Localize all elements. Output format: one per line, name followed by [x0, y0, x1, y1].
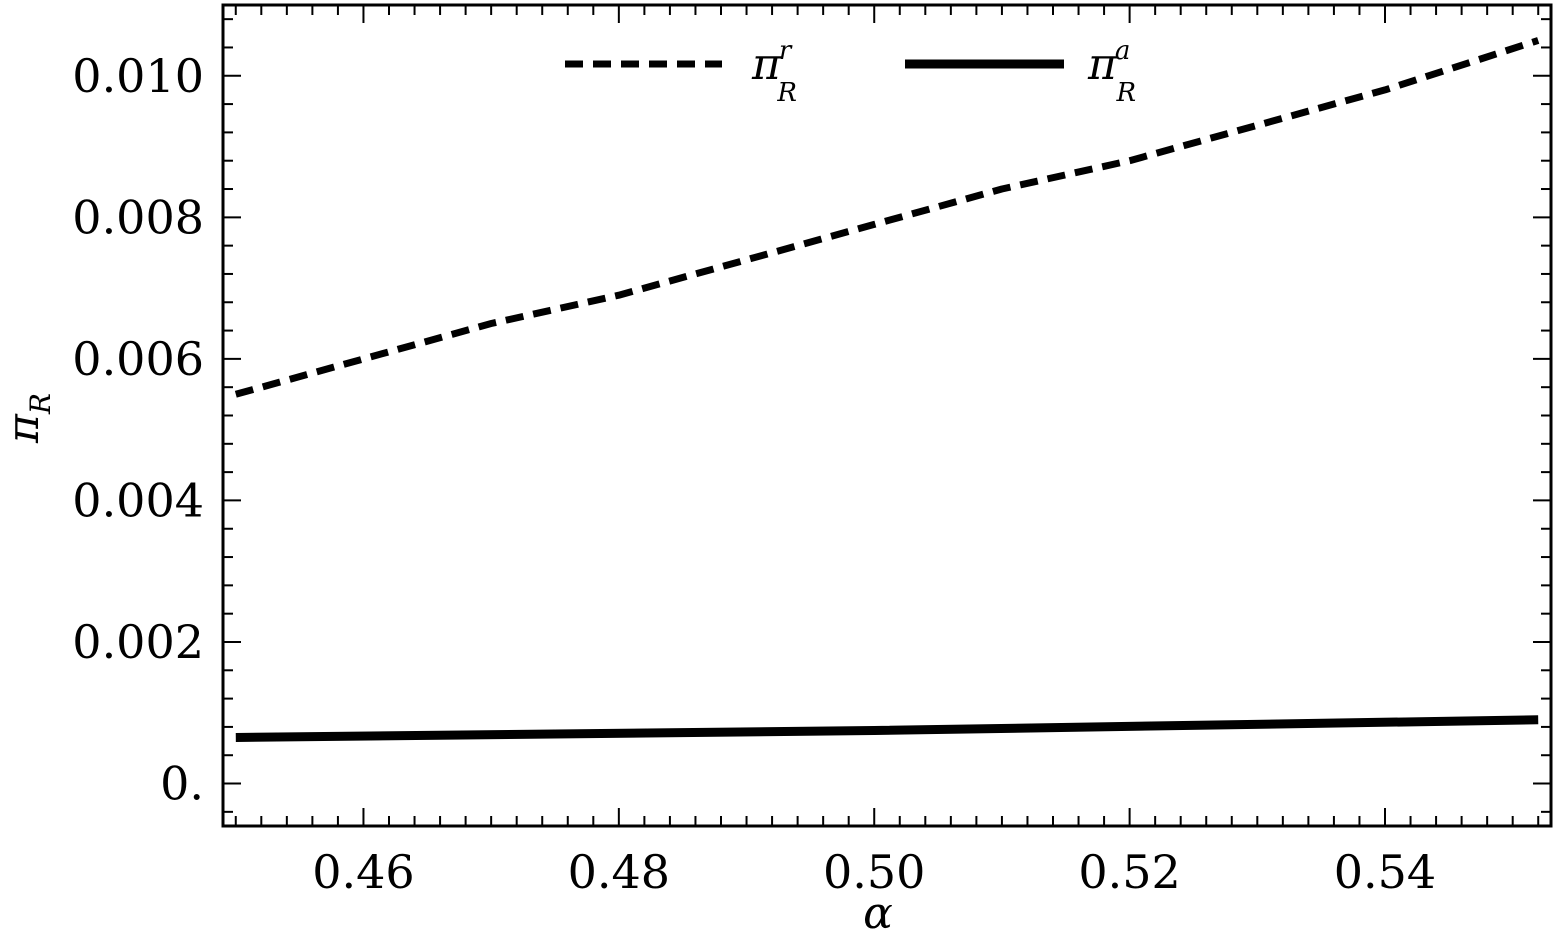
y-tick-label: 0.004 [72, 473, 204, 527]
y-tick-label: 0.002 [72, 615, 204, 669]
x-tick-label: 0.50 [823, 845, 925, 899]
series-line-2 [235, 715, 1539, 742]
y-tick-label: 0.008 [72, 190, 204, 244]
svg-text:πR: πR [0, 393, 57, 444]
y-tick-label: 0.006 [72, 332, 204, 386]
x-tick-label: 0.46 [312, 845, 414, 899]
x-tick-label: 0.48 [568, 845, 670, 899]
x-tick-label: 0.52 [1078, 845, 1180, 899]
tick-labels: 0.46 0.48 0.50 0.52 0.54 0. 0.002 0.004 0.006 0.0… [72, 49, 1436, 899]
legend: πr R πa R [565, 36, 1136, 108]
x-axis-title: α [863, 888, 893, 936]
plot-frame [221, 3, 1553, 828]
x-tick-label: 0.54 [1334, 845, 1436, 899]
legend-label-series-1: πr R [751, 36, 797, 108]
series-line-1 [234, 37, 1540, 398]
y-axis-title: πR [0, 393, 57, 444]
ticks [223, 5, 1551, 826]
y-tick-label: 0. [160, 757, 204, 811]
legend-label-series-2: πa R [1087, 36, 1136, 108]
y-tick-label: 0.010 [72, 49, 204, 103]
series-layer [234, 37, 1540, 742]
